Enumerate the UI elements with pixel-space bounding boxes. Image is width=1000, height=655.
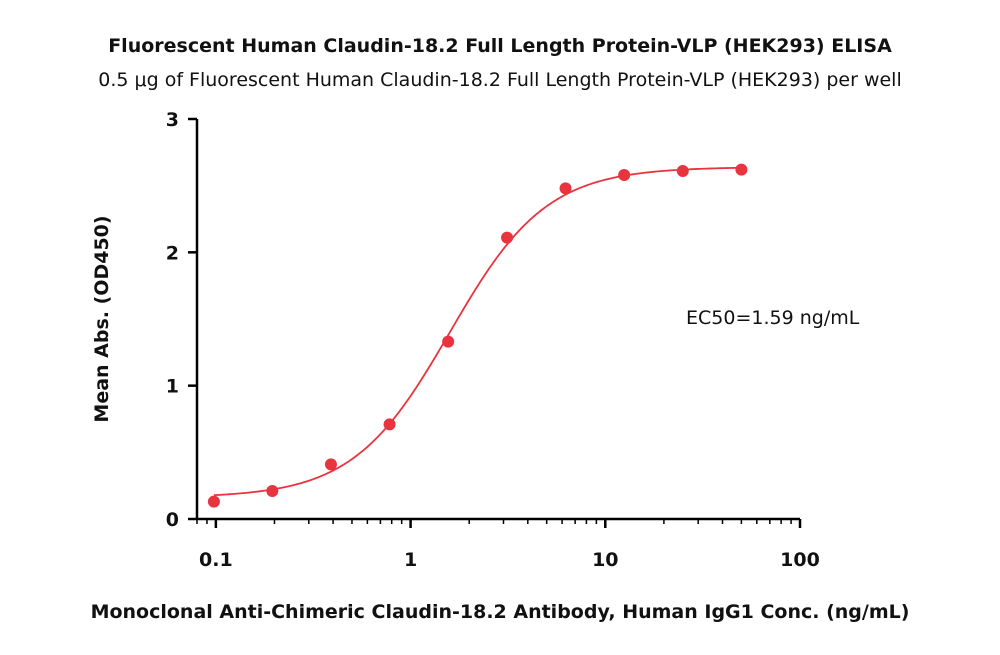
data-point [501, 231, 514, 244]
fit-curves [213, 166, 742, 497]
data-point [442, 335, 455, 348]
x-tick-label: 1 [404, 549, 417, 571]
x-tick-label: 100 [780, 549, 820, 571]
data-point [383, 418, 396, 431]
data-point [618, 169, 631, 181]
data-point [676, 165, 689, 177]
data-point [324, 458, 337, 471]
data-points [207, 163, 748, 508]
fit-curve [213, 166, 742, 497]
x-tick-label: 0.1 [199, 549, 233, 571]
y-tick-label: 1 [166, 376, 179, 398]
chart-title: Fluorescent Human Claudin-18.2 Full Leng… [108, 35, 892, 57]
ec50-annotation: EC50=1.59 ng/mL [686, 307, 860, 329]
chart-subtitle: 0.5 μg of Fluorescent Human Claudin-18.2… [98, 69, 902, 91]
data-point [207, 495, 220, 508]
data-point [735, 163, 748, 176]
data-point [266, 485, 279, 497]
axes: 0 1 2 3 0.1 1 10 100 [166, 109, 820, 571]
data-point [559, 182, 572, 195]
y-tick-label: 2 [166, 242, 179, 264]
y-tick-label: 0 [166, 509, 179, 531]
y-tick-label: 3 [166, 109, 179, 131]
y-axis-title: Mean Abs. (OD450) [91, 215, 113, 422]
x-tick-label: 10 [592, 549, 618, 571]
x-axis-title: Monoclonal Anti-Chimeric Claudin-18.2 An… [91, 601, 910, 623]
